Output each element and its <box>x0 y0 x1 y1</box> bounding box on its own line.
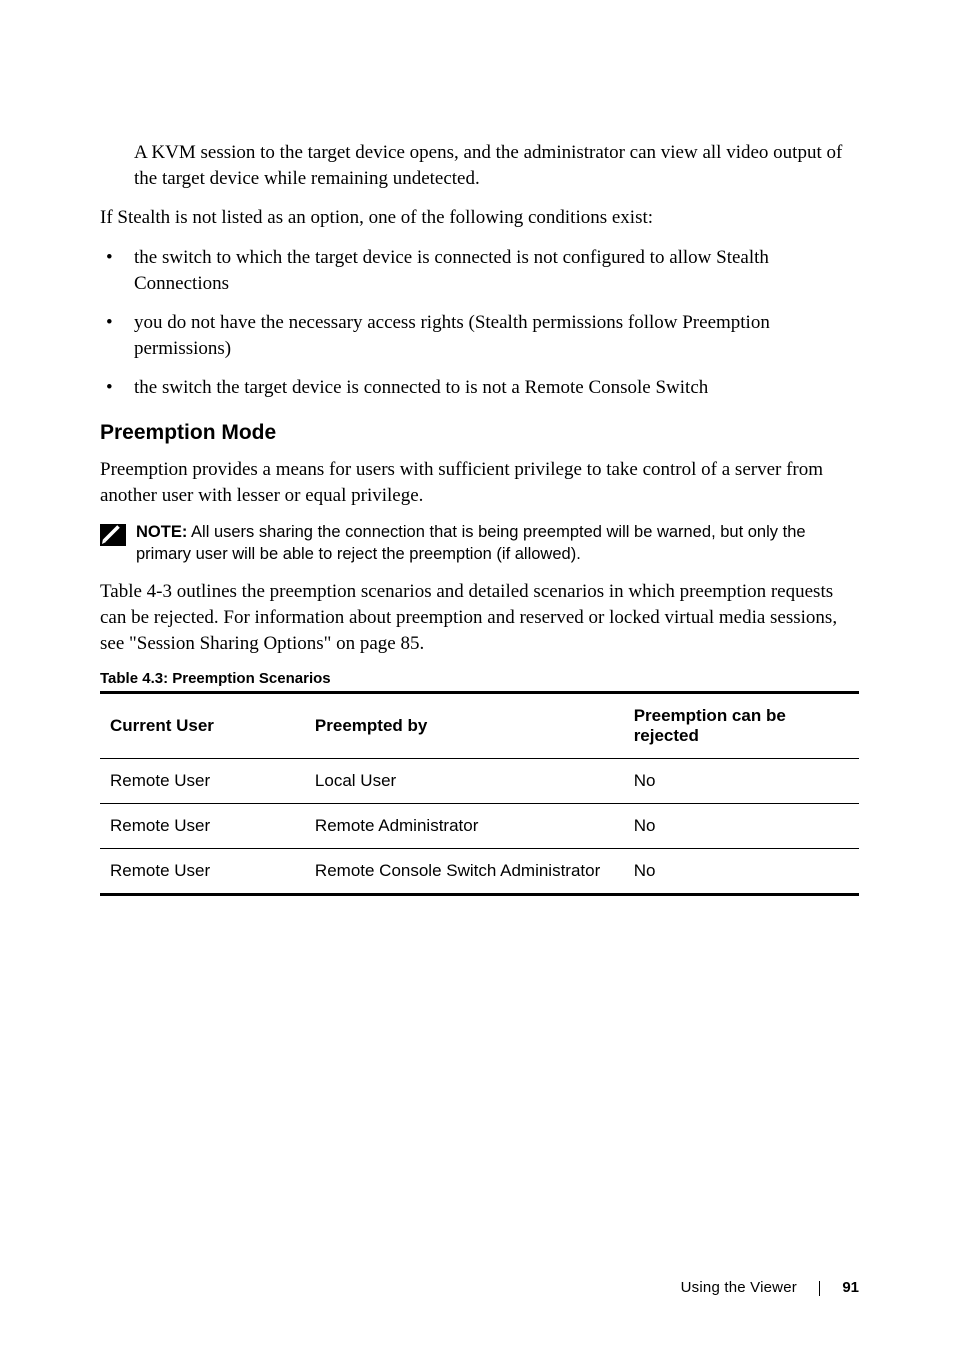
table-cell: Remote Console Switch Administrator <box>305 849 624 895</box>
table-header-rejected: Preemption can be rejected <box>624 693 859 759</box>
list-item: the switch the target device is connecte… <box>100 375 859 401</box>
note-pencil-icon <box>100 524 126 546</box>
table-header-preempted-by: Preempted by <box>305 693 624 759</box>
footer-section-name: Using the Viewer <box>681 1279 797 1296</box>
list-item: you do not have the necessary access rig… <box>100 310 859 361</box>
note-label: NOTE: <box>136 523 187 541</box>
footer-page-number: 91 <box>842 1279 859 1296</box>
table-row: Remote User Remote Console Switch Admini… <box>100 849 859 895</box>
table-caption: Table 4.3: Preemption Scenarios <box>100 670 859 687</box>
table-cell: Remote User <box>100 759 305 804</box>
table-cell: No <box>624 849 859 895</box>
table-cell: No <box>624 804 859 849</box>
table-cell: Remote User <box>100 849 305 895</box>
table-header-current-user: Current User <box>100 693 305 759</box>
preemption-scenarios-table: Current User Preempted by Preemption can… <box>100 691 859 896</box>
table-row: Remote User Local User No <box>100 759 859 804</box>
table-cell: Remote User <box>100 804 305 849</box>
section-heading-preemption-mode: Preemption Mode <box>100 421 859 445</box>
page-footer: Using the Viewer 91 <box>681 1279 859 1296</box>
note-block: NOTE: All users sharing the connection t… <box>100 522 859 565</box>
section-paragraph: Preemption provides a means for users wi… <box>100 457 859 508</box>
table-cell: No <box>624 759 859 804</box>
intro-paragraph-2: If Stealth is not listed as an option, o… <box>100 205 859 231</box>
footer-divider <box>819 1281 820 1296</box>
after-note-paragraph: Table 4-3 outlines the preemption scenar… <box>100 579 859 656</box>
page-container: A KVM session to the target device opens… <box>0 0 954 1351</box>
table-cell: Local User <box>305 759 624 804</box>
table-cell: Remote Administrator <box>305 804 624 849</box>
note-text: NOTE: All users sharing the connection t… <box>136 522 859 565</box>
conditions-list: the switch to which the target device is… <box>100 245 859 401</box>
note-body: All users sharing the connection that is… <box>136 523 806 562</box>
table-row: Remote User Remote Administrator No <box>100 804 859 849</box>
list-item: the switch to which the target device is… <box>100 245 859 296</box>
intro-paragraph-1: A KVM session to the target device opens… <box>134 140 859 191</box>
table-header-row: Current User Preempted by Preemption can… <box>100 693 859 759</box>
